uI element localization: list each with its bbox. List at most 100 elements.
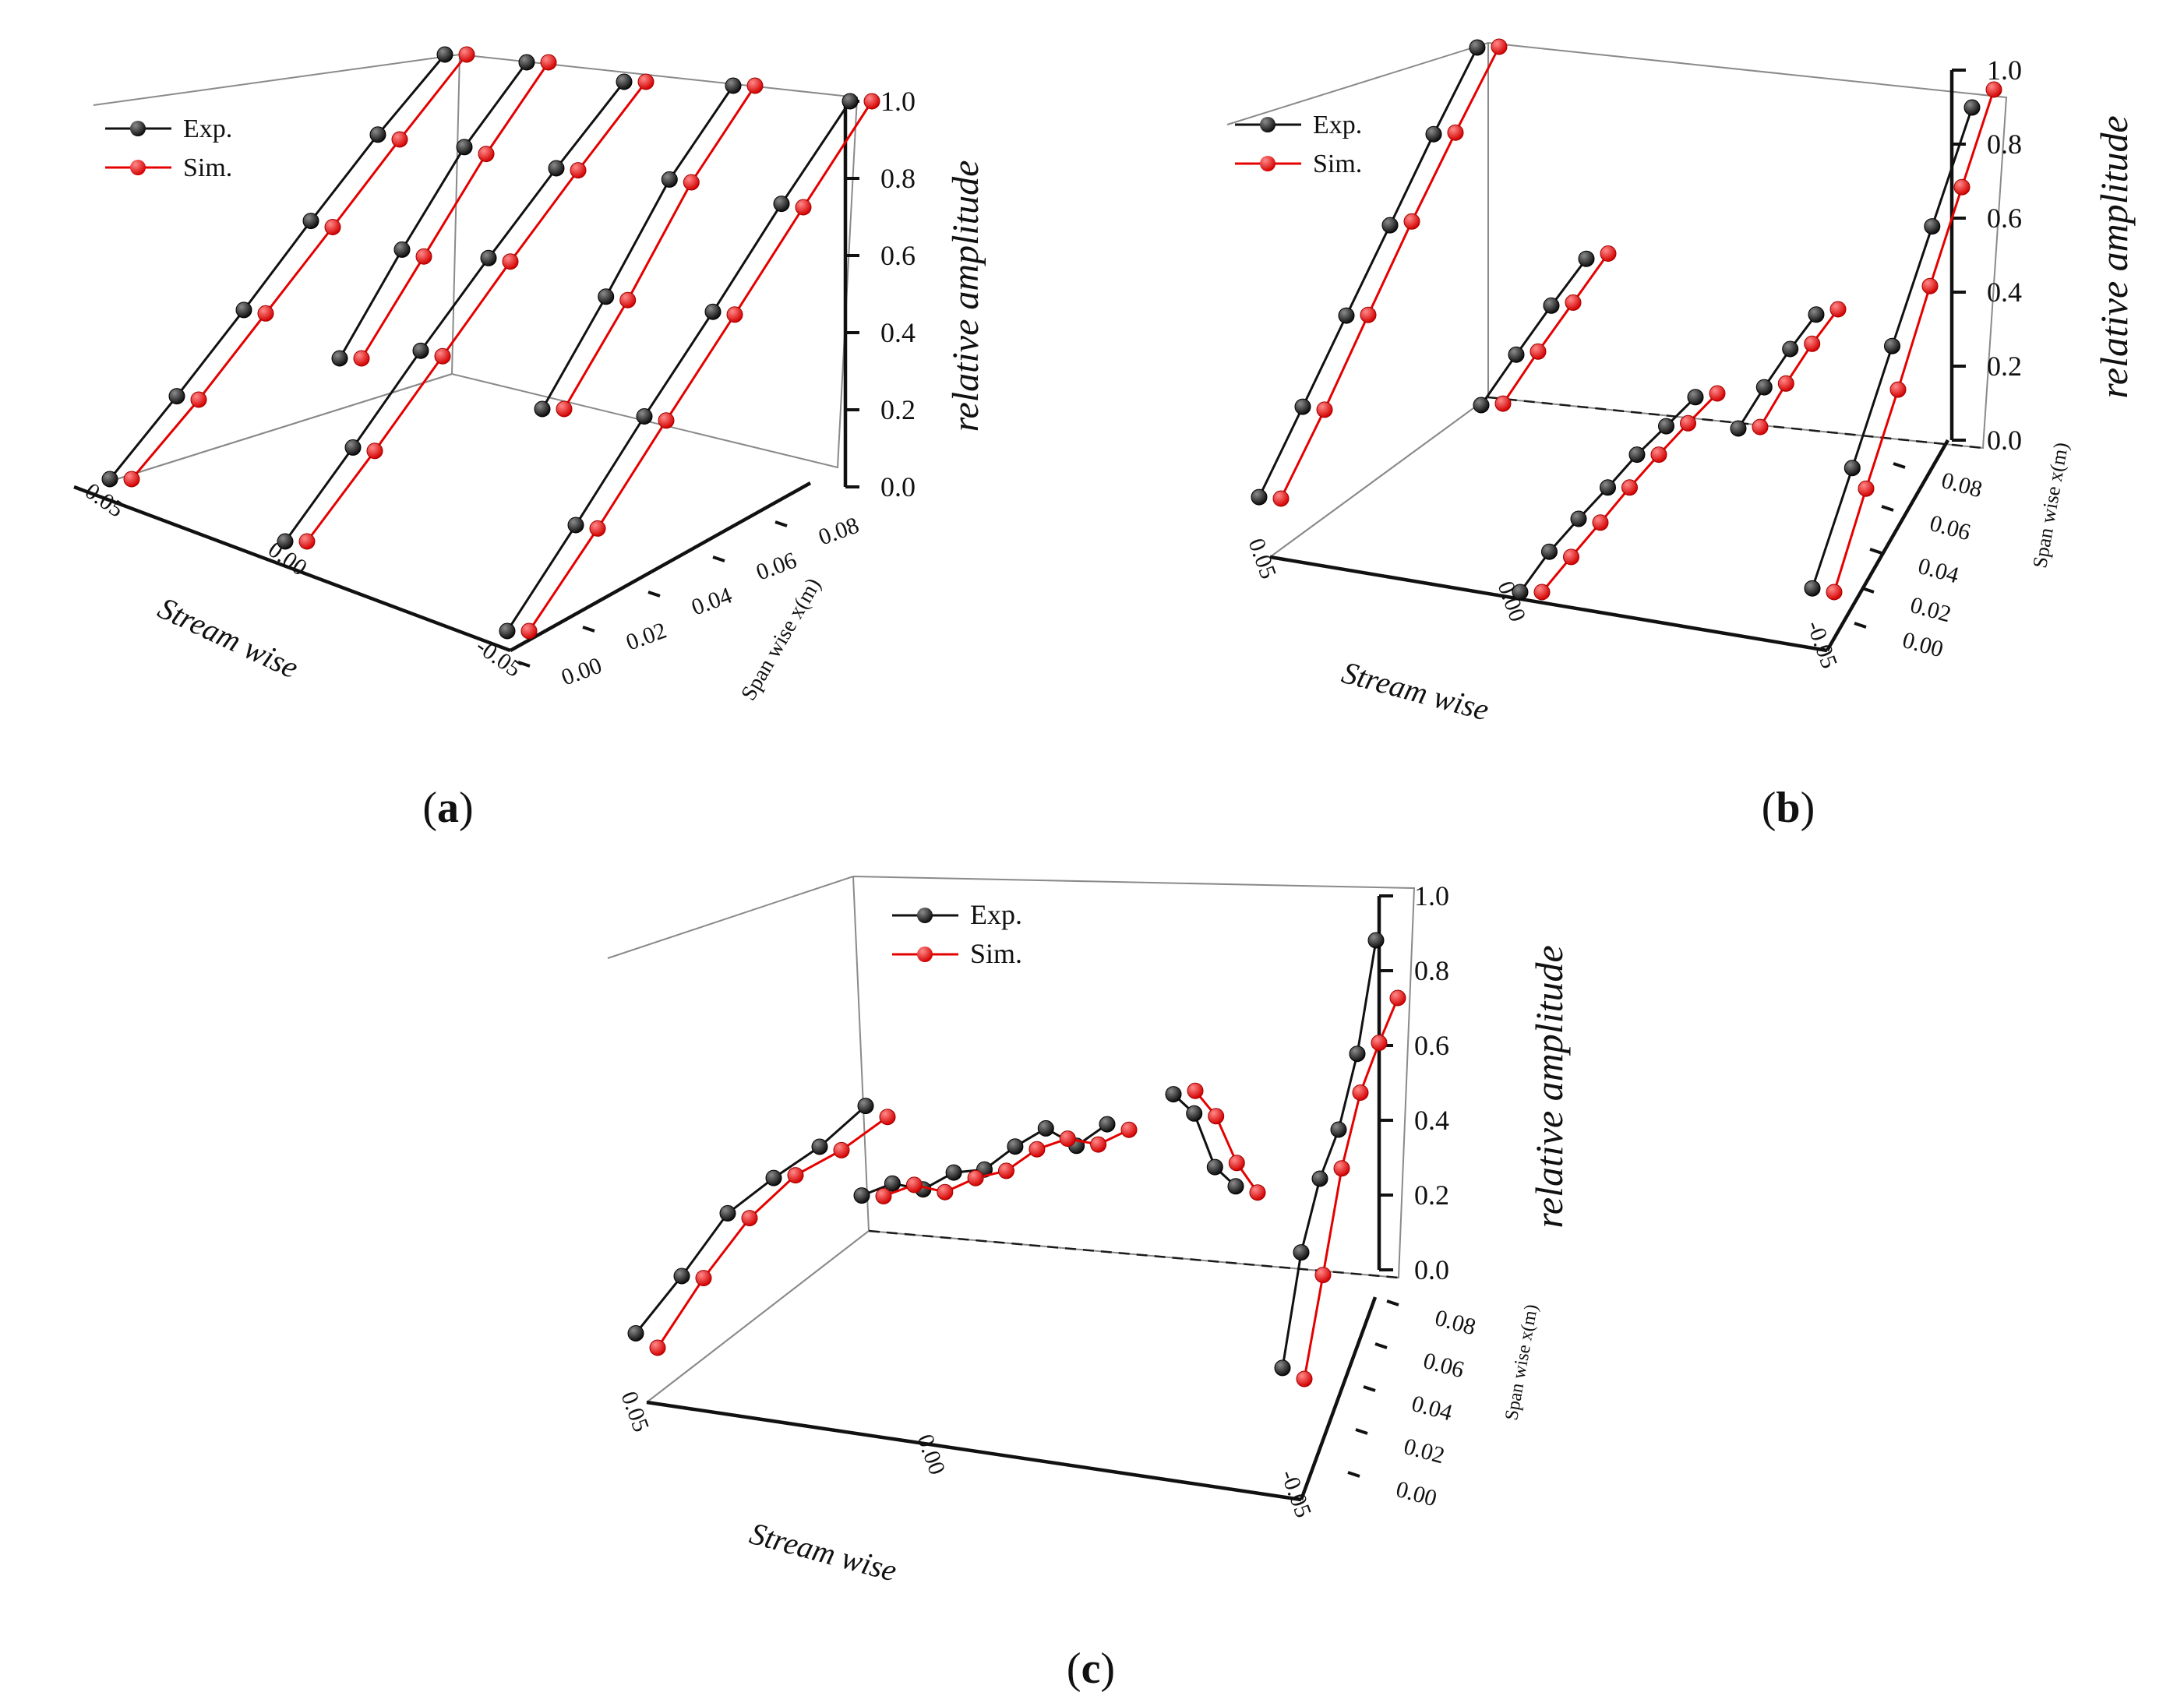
data-point: [998, 1162, 1014, 1179]
data-point: [1680, 414, 1696, 432]
y-tick-label: 0.04: [1409, 1391, 1455, 1426]
data-point: [478, 146, 495, 163]
y-tick: [1363, 1385, 1376, 1392]
y-tick: [582, 626, 595, 633]
data-point: [875, 1187, 892, 1204]
series-exp: [101, 46, 859, 640]
series-sim: [1272, 38, 2002, 601]
series-line: [563, 85, 757, 410]
data-point: [277, 533, 294, 550]
data-point: [257, 305, 274, 322]
data-point: [415, 248, 432, 265]
data-point: [567, 517, 584, 534]
data-point: [1296, 1370, 1313, 1387]
data-point: [1600, 245, 1617, 262]
data-point: [366, 442, 383, 460]
data-point: [1826, 584, 1843, 601]
legend-label: Exp.: [1313, 111, 1362, 139]
data-point: [1425, 125, 1442, 143]
panel-label-letter: b: [1776, 784, 1800, 832]
series-line: [656, 1116, 888, 1349]
legend-marker: [917, 947, 933, 962]
data-point: [1330, 1121, 1347, 1138]
series-line: [1833, 89, 1995, 593]
data-point: [393, 241, 411, 258]
data-point: [1924, 218, 1941, 235]
y-tick-label: 0.04: [688, 583, 736, 621]
y-tick-label: 0.00: [558, 653, 605, 691]
y-tick: [1347, 1471, 1360, 1478]
data-point: [1808, 306, 1825, 323]
panel-label-open: (: [1067, 1645, 1081, 1693]
data-point: [637, 73, 654, 90]
data-point: [1530, 343, 1547, 360]
panel-label-letter: c: [1081, 1645, 1101, 1693]
legend-marker: [1260, 156, 1275, 171]
series-line: [338, 62, 528, 359]
data-point: [1829, 301, 1847, 318]
data-point: [1963, 99, 1981, 116]
y-tick-label: 0.02: [1401, 1433, 1447, 1469]
data-point: [863, 93, 880, 110]
data-point: [746, 77, 764, 94]
frame-dashed-edge: [1487, 396, 1984, 450]
data-point: [1371, 1035, 1388, 1052]
y-tick-label: 0.00: [1393, 1476, 1439, 1511]
data-point: [1512, 584, 1529, 601]
data-point: [1272, 490, 1290, 507]
series-line: [1258, 47, 1479, 498]
data-point: [499, 622, 516, 640]
data-point: [123, 471, 140, 488]
data-point: [391, 131, 408, 148]
data-point: [518, 54, 535, 71]
series-line: [1172, 1093, 1237, 1187]
z-tick-label: 0.2: [1987, 351, 2022, 382]
data-point: [190, 391, 207, 408]
series-line: [1501, 252, 1610, 404]
legend-label: Sim.: [183, 153, 232, 182]
data-point: [1570, 510, 1587, 527]
data-point: [1381, 217, 1399, 234]
chart-b: 0.00.20.40.60.81.00.050.00-0.05 0.000.020…: [1226, 38, 2136, 832]
data-point: [1804, 580, 1821, 597]
z-tick-label: 0.8: [880, 163, 916, 194]
panel-label: (b): [1762, 784, 1815, 832]
data-point: [1028, 1141, 1046, 1158]
data-point: [1274, 1359, 1291, 1377]
data-point: [627, 1325, 644, 1342]
series-line: [1281, 940, 1378, 1369]
data-point: [741, 1210, 758, 1227]
data-point: [1293, 1244, 1310, 1261]
data-point: [369, 126, 386, 143]
data-point: [1099, 1116, 1116, 1133]
series-line: [1194, 1090, 1259, 1194]
data-point: [1650, 446, 1667, 464]
data-point: [811, 1138, 828, 1155]
data-point: [534, 400, 551, 418]
data-point: [324, 219, 341, 235]
series-line: [527, 100, 873, 632]
series-line: [1759, 309, 1840, 428]
data-point: [1403, 213, 1420, 230]
y-tick: [1893, 462, 1906, 469]
z-tick-label: 1.0: [1987, 55, 2022, 86]
data-point: [1658, 418, 1674, 435]
data-point: [905, 1176, 923, 1194]
series-line: [108, 54, 446, 480]
panel-label-open: (: [422, 784, 437, 832]
data-point: [795, 199, 812, 216]
data-point: [458, 46, 475, 63]
data-point: [1782, 340, 1799, 358]
series-line: [506, 100, 852, 632]
data-point: [412, 342, 429, 359]
z-tick-label: 0.6: [880, 240, 916, 271]
data-point: [344, 439, 362, 456]
data-point: [1921, 277, 1939, 294]
data-point: [1187, 1082, 1204, 1099]
y-tick: [1881, 505, 1894, 512]
data-point: [1884, 337, 1900, 354]
data-point: [434, 347, 451, 365]
data-point: [884, 1175, 901, 1192]
x-tick-label: 0.05: [1243, 535, 1281, 583]
